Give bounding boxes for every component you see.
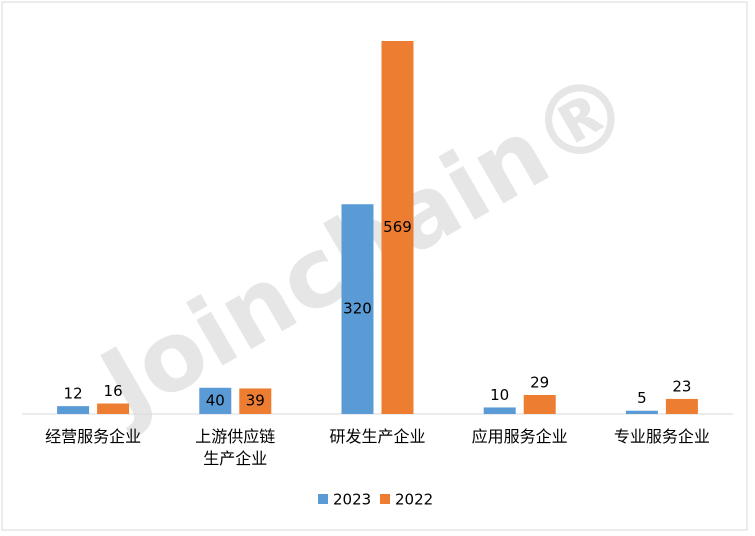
bar — [239, 388, 272, 414]
x-tick-label: 专业服务企业 — [613, 427, 710, 446]
bar — [381, 41, 414, 414]
x-tick-label: 研发生产企业 — [329, 427, 426, 446]
data-label: 40 — [206, 391, 225, 409]
bar — [523, 394, 556, 414]
bar — [483, 407, 516, 414]
bar — [97, 403, 130, 414]
data-label: 569 — [383, 218, 412, 236]
x-tick-label: 应用服务企业 — [471, 427, 568, 446]
data-label: 16 — [104, 382, 123, 400]
bar — [57, 406, 90, 414]
bar — [625, 410, 658, 414]
chart-border — [1, 1, 748, 531]
x-tick-label: 上游供应链 生产企业 — [195, 427, 276, 468]
legend-swatch — [318, 494, 328, 504]
bar — [341, 204, 374, 414]
bar — [199, 387, 232, 414]
data-label: 5 — [637, 389, 647, 407]
data-label: 29 — [530, 373, 549, 391]
data-label: 12 — [64, 385, 83, 403]
data-label: 23 — [672, 377, 691, 395]
data-label: 39 — [246, 392, 265, 410]
legend-label: 2022 — [395, 491, 433, 509]
data-label: 320 — [343, 300, 372, 318]
legend-swatch — [380, 494, 390, 504]
data-label: 10 — [490, 386, 509, 404]
x-tick-label: 经营服务企业 — [45, 427, 142, 446]
bar — [665, 398, 698, 414]
legend-label: 2023 — [333, 491, 371, 509]
